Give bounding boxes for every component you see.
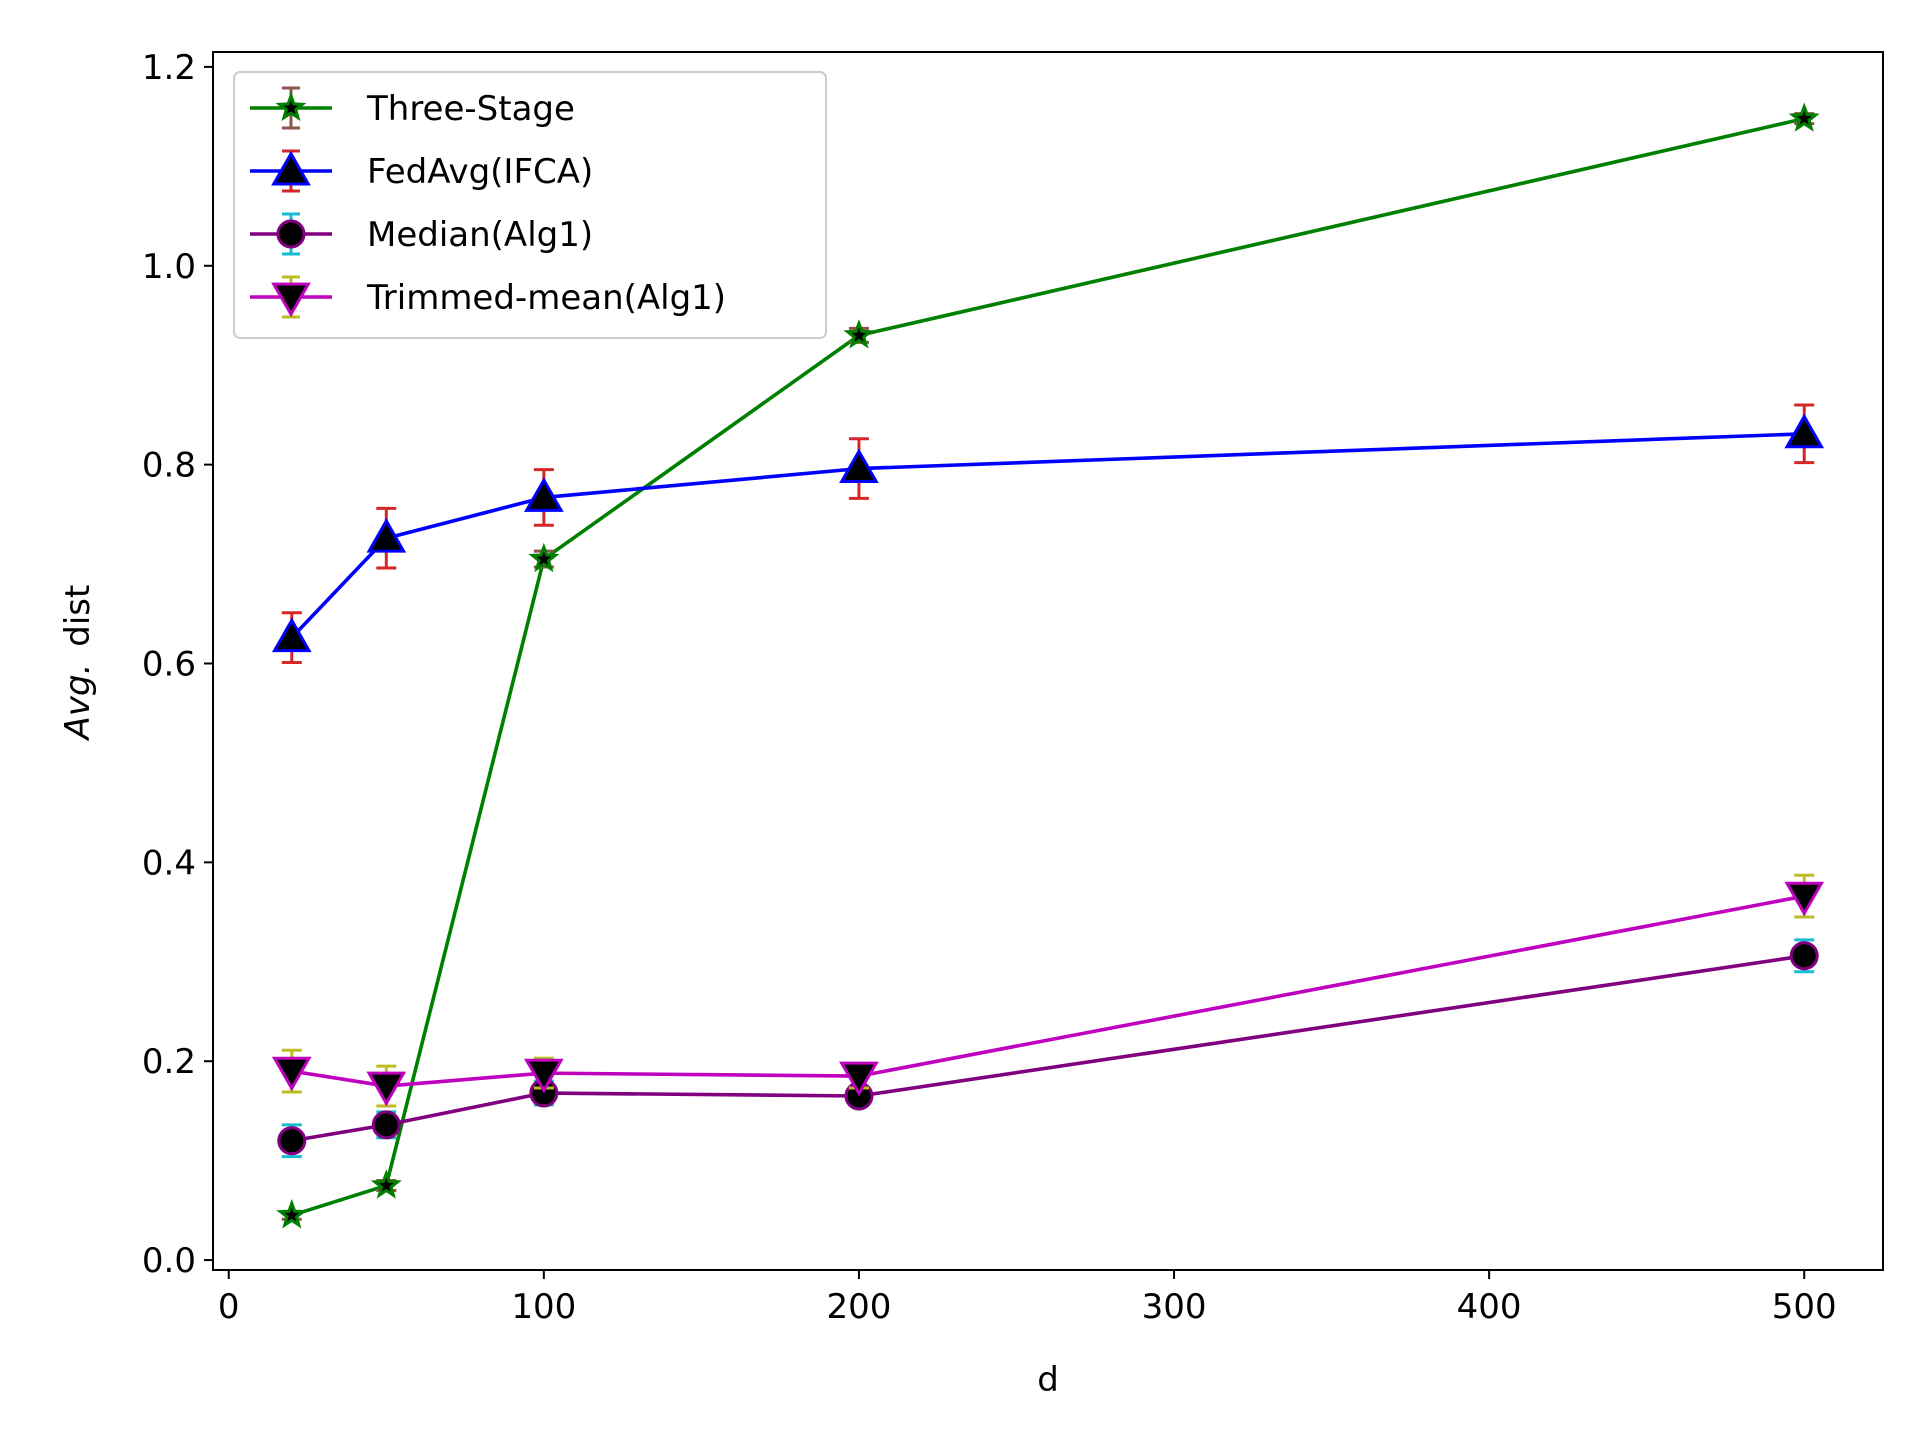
plot-area — [271, 102, 1825, 1229]
y-axis-label-text: dist — [58, 585, 98, 647]
legend-item: Median(Alg1) — [250, 212, 593, 256]
axes: 0 100 200 300 400 500 0.0 0.2 0.4 0.6 0.8 1.0 1.2 — [142, 48, 1884, 1327]
data-point — [370, 1169, 402, 1199]
x-tick-label: 300 — [1142, 1287, 1207, 1327]
y-tick-label: 0.2 — [142, 1042, 196, 1082]
data-point — [271, 1056, 312, 1092]
y-tick-label: 1.2 — [142, 48, 196, 88]
series-fedavg-ifca- — [271, 403, 1825, 664]
legend-item: FedAvg(IFCA) — [250, 149, 593, 193]
data-point — [528, 542, 560, 573]
data-point — [366, 517, 407, 553]
y-tick-label: 0.6 — [142, 644, 196, 684]
data-point — [839, 448, 879, 484]
data-point — [371, 1110, 401, 1140]
legend-box — [233, 71, 827, 339]
legend-marker — [275, 91, 307, 122]
legend-label: Three-Stage — [366, 89, 575, 129]
y-axis-label: Avg. dist — [58, 585, 98, 742]
x-tick-label: 100 — [511, 1287, 576, 1327]
data-point — [271, 617, 312, 653]
legend-item: Three-Stage — [250, 86, 575, 130]
data-point — [1788, 102, 1820, 132]
data-point — [277, 1126, 307, 1156]
data-point — [524, 1058, 564, 1094]
x-tick-label: 0 — [218, 1287, 240, 1327]
legend-label: FedAvg(IFCA) — [367, 152, 593, 192]
data-point — [1784, 413, 1825, 449]
y-tick-label: 0.4 — [142, 843, 196, 883]
y-tick-label: 1.0 — [142, 247, 196, 287]
data-point — [839, 1061, 879, 1097]
legend-marker — [271, 282, 311, 318]
legend-label: Median(Alg1) — [367, 215, 593, 255]
x-axis-label: d — [1037, 1360, 1059, 1400]
data-point — [1784, 881, 1825, 917]
y-axis-label-prefix: Avg. — [58, 664, 98, 742]
y-tick-label: 0.8 — [142, 446, 196, 486]
series-line — [291, 954, 1805, 1143]
legend: Three-Stage FedAvg(IFCA) Median(Alg1) Trimm… — [233, 71, 827, 339]
axes-frame — [212, 51, 1884, 1271]
data-point — [1789, 941, 1819, 971]
x-tick-label: 400 — [1457, 1287, 1522, 1327]
data-point — [276, 1199, 308, 1229]
series-median-alg1- — [277, 938, 1819, 1159]
legend-marker — [271, 150, 311, 186]
data-point — [843, 319, 875, 349]
series-trimmed-mean-alg1- — [271, 873, 1825, 1108]
series-three-stage — [276, 102, 1820, 1229]
axis-labels: d Avg. dist — [58, 585, 1059, 1400]
legend-label: Trimmed-mean(Alg1) — [366, 278, 726, 318]
y-tick-label: 0.0 — [142, 1241, 196, 1281]
data-point — [524, 477, 564, 512]
legend-marker — [276, 219, 306, 249]
series-line — [290, 432, 1805, 639]
x-tick-label: 500 — [1772, 1287, 1837, 1327]
data-point — [366, 1071, 407, 1107]
x-tick-label: 200 — [826, 1287, 891, 1327]
legend-item: Trimmed-mean(Alg1) — [250, 275, 726, 319]
